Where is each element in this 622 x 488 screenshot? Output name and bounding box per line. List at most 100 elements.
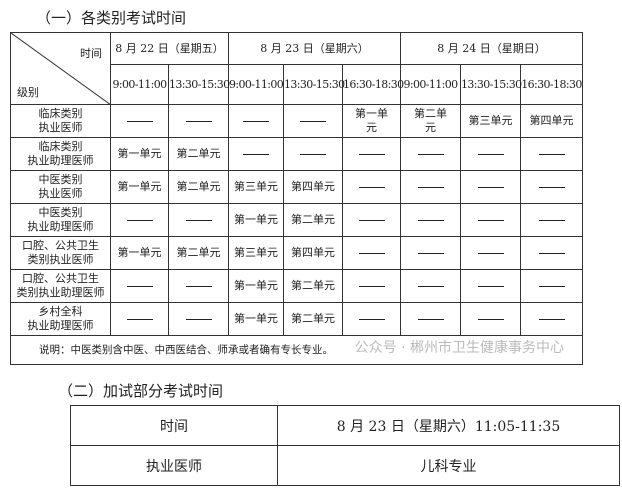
empty-cell xyxy=(400,269,461,303)
table-row: 口腔、公共卫生 类别执业助理医师 第一单元 第二单元 xyxy=(10,269,583,303)
category-line: 类别执业医师 xyxy=(27,253,94,266)
label-cell: 时间 xyxy=(70,405,278,446)
dash-mark xyxy=(358,318,385,320)
section1-title: （一）各类别考试时间 xyxy=(36,9,187,27)
table-row: 中医类别 执业医师 第一单元 第二单元 第三单元 第四单元 xyxy=(10,170,583,204)
category-line: 执业助理医师 xyxy=(27,220,94,233)
dash-mark xyxy=(477,318,504,320)
dash-mark xyxy=(417,219,444,221)
dash-mark xyxy=(417,186,444,188)
table-row: 临床类别 执业医师 第一单元 第二单元 第三单元 第四单元 xyxy=(10,104,583,138)
unit-cell: 第二单元 xyxy=(168,236,229,270)
date-header: 8 月 22 日（星期五） xyxy=(110,32,229,65)
unit-cell: 第三单元 xyxy=(460,104,521,138)
note-text: 说明：中医类别含中医、中西医结合、师承或者确有专长专业。 xyxy=(39,344,333,356)
dash-mark xyxy=(358,285,385,287)
empty-cell xyxy=(400,203,461,237)
unit-cell: 第一单元 xyxy=(342,104,401,138)
category-line: 口腔、公共卫生 xyxy=(22,239,99,252)
diagonal-line xyxy=(11,33,111,105)
label-cell: 执业医师 xyxy=(70,445,278,486)
table-row: 口腔、公共卫生 类别执业医师 第一单元 第二单元 第三单元 第四单元 xyxy=(10,236,583,270)
unit-cell: 第四单元 xyxy=(283,170,343,204)
category-cell: 乡村全科 执业助理医师 xyxy=(10,302,111,336)
empty-cell xyxy=(520,236,583,270)
category-cell: 中医类别 执业医师 xyxy=(10,170,111,204)
empty-cell xyxy=(520,170,583,204)
table-row: 中医类别 执业助理医师 第一单元 第二单元 xyxy=(10,203,583,237)
unit-cell: 第三单元 xyxy=(228,236,284,270)
value-cell: 儿科专业 xyxy=(277,445,620,486)
category-line: 口腔、公共卫生 xyxy=(22,272,99,285)
empty-cell xyxy=(520,269,583,303)
dash-mark xyxy=(477,153,504,155)
exam-schedule-table: 时间 级别 8 月 22 日（星期五） 8 月 23 日（星期六） 8 月 24… xyxy=(10,32,583,365)
unit-cell: 第一单元 xyxy=(228,203,284,237)
corner-level-label: 级别 xyxy=(17,86,39,99)
table-row: 执业医师 儿科专业 xyxy=(70,445,620,486)
dash-mark xyxy=(300,120,326,122)
value-cell: 8 月 23 日（星期六）11:05-11:35 xyxy=(277,405,620,446)
category-line: 执业助理医师 xyxy=(27,154,94,167)
unit-cell: 第三单元 xyxy=(228,170,284,204)
empty-cell xyxy=(228,137,284,171)
empty-cell xyxy=(460,269,521,303)
empty-cell xyxy=(460,203,521,237)
dash-mark xyxy=(185,120,212,122)
empty-cell xyxy=(228,104,284,138)
dash-mark xyxy=(477,219,504,221)
empty-cell xyxy=(520,203,583,237)
unit-cell: 第一单元 xyxy=(110,137,169,171)
empty-cell xyxy=(342,302,401,336)
section2-title: （二）加试部分考试时间 xyxy=(58,382,224,400)
unit-cell: 第四单元 xyxy=(520,104,583,138)
dash-mark xyxy=(126,285,153,287)
empty-cell xyxy=(342,203,401,237)
dash-mark xyxy=(477,252,504,254)
category-cell: 口腔、公共卫生 类别执业医师 xyxy=(10,236,111,270)
empty-cell xyxy=(110,269,169,303)
empty-cell xyxy=(400,302,461,336)
dash-mark xyxy=(243,120,269,122)
unit-cell: 第二单元 xyxy=(168,137,229,171)
date-header: 8 月 24 日（星期日） xyxy=(400,32,583,65)
dash-mark xyxy=(358,252,385,254)
dash-mark xyxy=(185,285,212,287)
category-line: 临床类别 xyxy=(38,107,83,120)
empty-cell xyxy=(342,137,401,171)
empty-cell xyxy=(460,236,521,270)
time-slot-header: 9:00-11:00 xyxy=(110,64,169,105)
time-slot-header: 9:00-11:00 xyxy=(228,64,284,105)
dash-mark xyxy=(417,153,444,155)
time-slot-header: 13:30-15:30 xyxy=(460,64,522,105)
category-cell: 中医类别 执业助理医师 xyxy=(10,203,111,237)
dash-mark xyxy=(358,153,385,155)
category-line: 执业医师 xyxy=(38,187,83,200)
dash-mark xyxy=(126,219,153,221)
dash-mark xyxy=(243,153,269,155)
extra-exam-table: 时间 8 月 23 日（星期六）11:05-11:35 执业医师 儿科专业 xyxy=(70,405,620,486)
empty-cell xyxy=(460,302,521,336)
dash-mark xyxy=(358,186,385,188)
table-row: 临床类别 执业助理医师 第一单元 第二单元 xyxy=(10,137,583,171)
empty-cell xyxy=(168,104,229,138)
category-line: 类别执业助理医师 xyxy=(16,286,105,299)
dash-mark xyxy=(126,318,153,320)
unit-cell: 第二单元 xyxy=(283,302,343,336)
watermark: 公众号 · 郴州市卫生健康事务中心 xyxy=(354,340,564,356)
dash-mark xyxy=(477,186,504,188)
empty-cell xyxy=(110,302,169,336)
unit-cell: 第一单元 xyxy=(228,302,284,336)
date-header: 8 月 23 日（星期六） xyxy=(228,32,401,65)
empty-cell xyxy=(110,104,169,138)
time-slot-header: 16:30-18:30 xyxy=(520,64,583,105)
empty-cell xyxy=(342,269,401,303)
corner-header: 时间 级别 xyxy=(10,32,111,105)
unit-cell: 第一单元 xyxy=(110,236,169,270)
note-cell: 说明：中医类别含中医、中西医结合、师承或者确有专长专业。 公众号 · 郴州市卫生… xyxy=(10,335,583,365)
empty-cell xyxy=(342,170,401,204)
dash-mark xyxy=(477,285,504,287)
dash-mark xyxy=(300,153,326,155)
corner-time-label: 时间 xyxy=(80,47,102,60)
dash-mark xyxy=(538,318,565,320)
